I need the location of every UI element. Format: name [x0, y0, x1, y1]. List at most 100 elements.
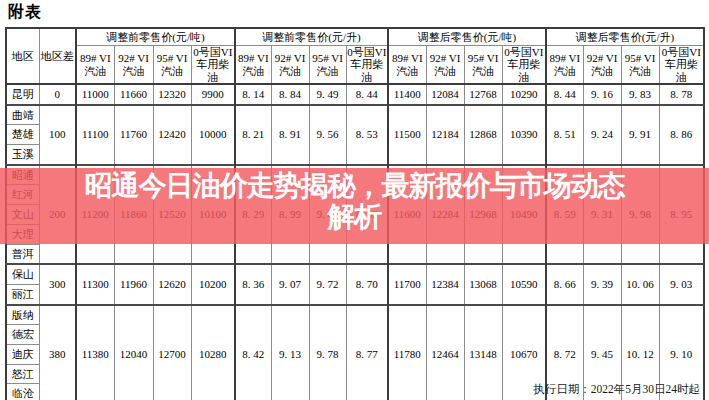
col-header-diesel: 0号国VI车用柴油 [191, 46, 235, 85]
value-cell: 12420 [153, 105, 191, 165]
group-header-before-ton: 调整前零售价(元/吨) [76, 28, 235, 46]
table-row: 昆明011000116601232099008. 148. 849. 498. … [6, 84, 704, 105]
execution-date: 执行日期：2022年5月30日24时起 [533, 382, 700, 397]
value-cell: 11700 [388, 264, 426, 304]
col-header-95: 95# VI汽油 [309, 46, 346, 85]
value-cell: 11300 [76, 264, 114, 304]
table-row: 曲靖100111001176012420100008. 218. 919. 56… [6, 105, 704, 125]
region-cell: 怒江 [6, 364, 39, 384]
region-cell: 临沧 [6, 384, 39, 400]
col-header-diesel: 0号国VI车用柴油 [659, 46, 704, 85]
diff-cell: 380 [39, 305, 76, 400]
value-cell: 8. 44 [346, 84, 388, 105]
value-cell: 8. 77 [346, 305, 388, 400]
region-cell: 迪庆 [6, 344, 39, 364]
value-cell: 10280 [191, 305, 235, 400]
table-row: 保山300113001196012620102008. 369. 079. 72… [6, 264, 704, 284]
col-header-diesel: 0号国VI车用柴油 [346, 46, 388, 85]
region-cell: 昆明 [6, 84, 39, 105]
region-cell: 德宏 [6, 325, 39, 345]
value-cell: 11400 [388, 84, 426, 105]
value-cell: 8. 91 [271, 105, 309, 165]
value-cell: 13148 [464, 305, 502, 400]
col-header-92: 92# VI汽油 [583, 46, 621, 85]
value-cell: 8. 78 [659, 84, 704, 105]
value-cell: 12384 [426, 264, 464, 304]
headline-line-2: 解析 [0, 201, 709, 232]
value-cell: 11100 [76, 105, 114, 165]
region-cell: 普洱 [6, 244, 39, 264]
value-cell: 8. 14 [235, 84, 271, 105]
value-cell: 9. 78 [309, 305, 346, 400]
value-cell: 10200 [191, 264, 235, 304]
value-cell: 9. 24 [583, 105, 621, 165]
value-cell: 11000 [76, 84, 114, 105]
value-cell: 13068 [464, 264, 502, 304]
value-cell: 8. 42 [235, 305, 271, 400]
region-cell: 丽江 [6, 284, 39, 304]
value-cell: 9. 03 [659, 264, 704, 304]
value-cell: 9. 91 [621, 105, 659, 165]
value-cell: 8. 70 [346, 264, 388, 304]
region-cell: 曲靖 [6, 105, 39, 125]
region-cell: 楚雄 [6, 125, 39, 145]
value-cell: 8. 53 [346, 105, 388, 165]
value-cell: 12184 [426, 105, 464, 165]
group-header-after-ton: 调整后零售价(元/吨) [388, 28, 546, 46]
region-cell: 玉溪 [6, 145, 39, 165]
value-cell: 9. 56 [309, 105, 346, 165]
value-cell: 9. 72 [309, 264, 346, 304]
col-header-92: 92# VI汽油 [426, 46, 464, 85]
col-header-89: 89# VI汽油 [546, 46, 583, 85]
header-product-row: 89# VI汽油 92# VI汽油 95# VI汽油 0号国VI车用柴油 89#… [6, 46, 704, 85]
value-cell: 8. 86 [659, 105, 704, 165]
value-cell: 12464 [426, 305, 464, 400]
region-header: 地区 [6, 28, 39, 84]
value-cell: 9. 39 [583, 264, 621, 304]
value-cell: 10590 [502, 264, 546, 304]
value-cell: 10290 [502, 84, 546, 105]
col-header-89: 89# VI汽油 [76, 46, 114, 85]
value-cell: 11760 [114, 105, 153, 165]
diff-header: 地区差 [39, 28, 76, 84]
diff-cell: 0 [39, 84, 76, 105]
value-cell: 9. 13 [271, 305, 309, 400]
headline-banner: 昭通今日油价走势揭秘，最新报价与市场动态 解析 [0, 168, 709, 244]
value-cell: 12768 [464, 84, 502, 105]
value-cell: 12700 [153, 305, 191, 400]
col-header-diesel: 0号国VI车用柴油 [502, 46, 546, 85]
value-cell: 12320 [153, 84, 191, 105]
value-cell: 11500 [388, 105, 426, 165]
region-cell: 版纳 [6, 305, 39, 325]
value-cell: 12040 [114, 305, 153, 400]
page-title: 附表 [8, 2, 42, 23]
value-cell: 9. 83 [621, 84, 659, 105]
value-cell: 10. 06 [621, 264, 659, 304]
header-group-row: 地区 地区差 调整前零售价(元/吨) 调整前零售价(元/升) 调整后零售价(元/… [6, 28, 704, 46]
value-cell: 12868 [464, 105, 502, 165]
value-cell: 11960 [114, 264, 153, 304]
col-header-95: 95# VI汽油 [621, 46, 659, 85]
value-cell: 9900 [191, 84, 235, 105]
value-cell: 12620 [153, 264, 191, 304]
value-cell: 8. 36 [235, 264, 271, 304]
col-header-95: 95# VI汽油 [153, 46, 191, 85]
value-cell: 11660 [114, 84, 153, 105]
diff-cell: 300 [39, 264, 76, 304]
value-cell: 8. 84 [271, 84, 309, 105]
value-cell: 12084 [426, 84, 464, 105]
value-cell: 11780 [388, 305, 426, 400]
value-cell: 8. 66 [546, 264, 583, 304]
col-header-89: 89# VI汽油 [235, 46, 271, 85]
col-header-92: 92# VI汽油 [114, 46, 153, 85]
value-cell: 9. 49 [309, 84, 346, 105]
col-header-95: 95# VI汽油 [464, 46, 502, 85]
value-cell: 9. 16 [583, 84, 621, 105]
value-cell: 8. 44 [546, 84, 583, 105]
value-cell: 8. 21 [235, 105, 271, 165]
value-cell: 11380 [76, 305, 114, 400]
headline-line-1: 昭通今日油价走势揭秘，最新报价与市场动态 [0, 170, 709, 201]
group-header-after-liter: 调整后零售价(元/升) [546, 28, 704, 46]
group-header-before-liter: 调整前零售价(元/升) [235, 28, 388, 46]
value-cell: 10390 [502, 105, 546, 165]
